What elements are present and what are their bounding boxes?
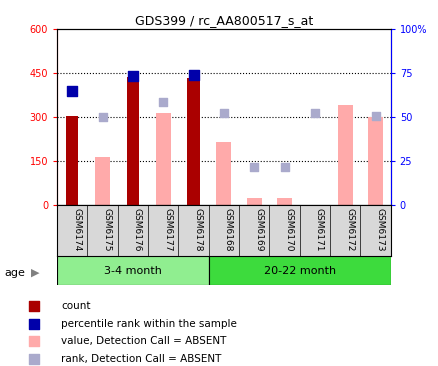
Bar	[155, 113, 170, 205]
Text: GSM6172: GSM6172	[344, 208, 353, 251]
Text: GSM6178: GSM6178	[193, 208, 202, 251]
Point	[280, 164, 287, 170]
Text: GSM6171: GSM6171	[314, 208, 323, 251]
Text: GSM6177: GSM6177	[163, 208, 172, 251]
Bar	[216, 142, 231, 205]
Bar	[276, 198, 291, 205]
Bar	[187, 78, 199, 205]
Title: GDS399 / rc_AA800517_s_at: GDS399 / rc_AA800517_s_at	[134, 14, 312, 27]
Bar	[57, 256, 208, 285]
Text: 3-4 month: 3-4 month	[104, 266, 162, 276]
Bar	[367, 117, 382, 205]
Bar	[127, 77, 139, 205]
Text: GSM6168: GSM6168	[223, 208, 233, 251]
Point	[69, 88, 76, 94]
Text: ▶: ▶	[31, 268, 39, 278]
Point	[323, 100, 330, 106]
Text: GSM6176: GSM6176	[133, 208, 141, 251]
Text: percentile rank within the sample: percentile rank within the sample	[61, 318, 237, 329]
Point	[371, 113, 378, 119]
Text: rank, Detection Call = ABSENT: rank, Detection Call = ABSENT	[61, 354, 221, 364]
Text: GSM6170: GSM6170	[284, 208, 293, 251]
Bar	[337, 105, 352, 205]
Point	[159, 100, 166, 105]
Text: GSM6175: GSM6175	[102, 208, 111, 251]
Bar	[66, 116, 78, 205]
Point	[99, 114, 106, 120]
Point	[311, 110, 318, 116]
Bar	[246, 198, 261, 205]
Point	[129, 73, 136, 79]
Text: value, Detection Call = ABSENT: value, Detection Call = ABSENT	[61, 336, 226, 346]
Text: 20-22 month: 20-22 month	[263, 266, 335, 276]
Bar	[95, 157, 110, 205]
Text: GSM6173: GSM6173	[374, 208, 384, 251]
Text: GSM6174: GSM6174	[72, 208, 81, 251]
Text: GSM6169: GSM6169	[254, 208, 263, 251]
Text: count: count	[61, 301, 91, 311]
Text: age: age	[4, 268, 25, 278]
Point	[220, 110, 227, 116]
Point	[323, 260, 330, 266]
Point	[250, 164, 257, 170]
Bar	[208, 256, 390, 285]
Point	[190, 72, 197, 78]
